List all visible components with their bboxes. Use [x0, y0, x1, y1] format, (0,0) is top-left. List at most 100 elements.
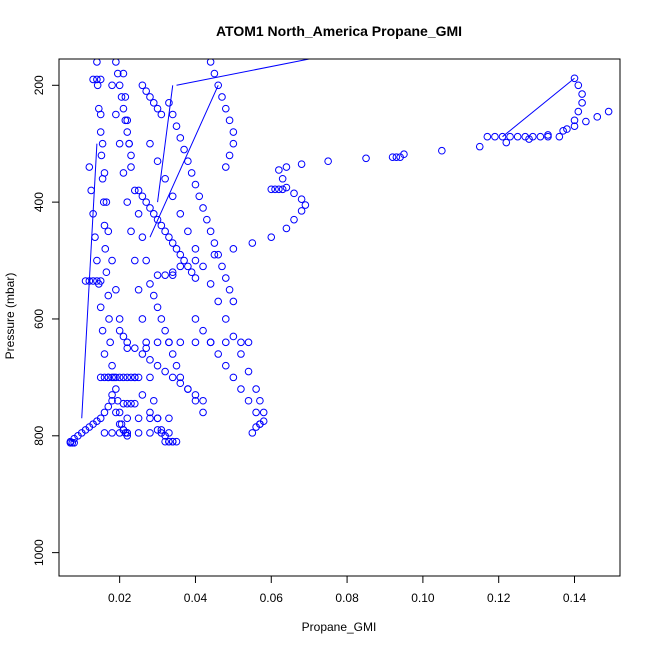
y-tick-label: 600: [32, 309, 46, 329]
data-point: [271, 185, 279, 194]
data-point: [112, 373, 120, 382]
data-point: [127, 163, 135, 171]
data-point: [168, 373, 177, 382]
data-point: [275, 166, 283, 174]
data-point: [115, 408, 124, 417]
data-point: [108, 256, 116, 265]
data-point: [93, 256, 101, 265]
data-point: [297, 195, 306, 204]
x-tick-label: 0.12: [487, 591, 511, 605]
data-point: [199, 408, 207, 417]
data-point: [146, 280, 154, 288]
data-point: [525, 135, 533, 143]
series-18: [119, 399, 139, 408]
data-point: [191, 396, 200, 405]
series-28: [112, 59, 135, 160]
data-point: [93, 277, 101, 285]
series-22: [483, 132, 552, 141]
data-point: [142, 256, 150, 265]
data-point: [157, 429, 166, 437]
data-point: [134, 373, 143, 382]
data-point: [176, 338, 185, 347]
data-point: [491, 132, 499, 141]
data-point: [121, 116, 130, 125]
series-26: [134, 186, 200, 282]
data-point: [225, 285, 234, 294]
data-point: [229, 128, 238, 136]
data-point: [290, 215, 298, 224]
data-point: [93, 81, 102, 90]
data-point: [149, 396, 158, 405]
data-point: [165, 99, 173, 107]
series-15: [81, 277, 105, 285]
data-point: [68, 439, 77, 447]
data-point: [106, 338, 114, 347]
data-point: [146, 429, 154, 437]
data-point: [123, 414, 132, 423]
data-point: [89, 210, 97, 218]
data-point: [100, 408, 109, 417]
data-point: [70, 439, 78, 447]
y-tick-label: 1000: [32, 539, 46, 566]
data-point: [100, 373, 109, 382]
data-point: [168, 268, 177, 277]
data-point: [278, 174, 287, 183]
data-point: [203, 215, 211, 224]
data-point: [172, 122, 181, 130]
data-point: [108, 396, 116, 405]
data-point: [131, 186, 139, 195]
series-16: [96, 373, 143, 382]
data-point: [98, 139, 107, 148]
data-point: [282, 183, 291, 192]
data-point: [506, 132, 514, 141]
data-point: [125, 139, 133, 148]
data-point: [123, 373, 132, 382]
data-point: [123, 128, 132, 136]
data-point: [221, 338, 230, 347]
data-point: [98, 326, 107, 335]
data-point: [184, 227, 192, 236]
data-point: [252, 385, 260, 393]
series-14: [66, 439, 78, 447]
data-point: [108, 391, 116, 399]
data-point: [112, 408, 120, 417]
data-point: [121, 93, 130, 101]
data-point: [176, 262, 185, 271]
data-point: [153, 157, 162, 166]
data-point: [138, 350, 147, 358]
data-point: [210, 250, 219, 259]
chart-title: ATOM1 North_America Propane_GMI: [216, 23, 462, 39]
data-point: [218, 93, 226, 101]
data-point: [252, 408, 260, 417]
data-point: [87, 186, 96, 195]
data-point: [191, 180, 200, 189]
data-point: [301, 201, 310, 209]
data-point: [161, 227, 169, 236]
data-point: [146, 204, 154, 212]
data-point: [89, 75, 97, 84]
data-point: [259, 408, 268, 417]
data-point: [165, 414, 173, 423]
data-point: [127, 151, 135, 160]
data-point: [108, 373, 116, 382]
data-point: [297, 160, 306, 168]
data-point: [113, 69, 122, 78]
data-point: [138, 192, 147, 201]
data-point: [172, 245, 181, 253]
data-point: [248, 239, 257, 247]
data-point: [555, 132, 564, 141]
data-point: [168, 110, 177, 119]
data-point: [475, 142, 484, 151]
data-point: [191, 274, 200, 282]
x-axis-label: Propane_GMI: [302, 620, 377, 634]
data-point: [184, 157, 192, 166]
data-point: [574, 107, 583, 116]
data-point: [115, 81, 124, 90]
data-point: [112, 59, 120, 66]
data-point: [172, 361, 181, 370]
data-point: [206, 280, 215, 288]
data-point: [199, 262, 207, 271]
